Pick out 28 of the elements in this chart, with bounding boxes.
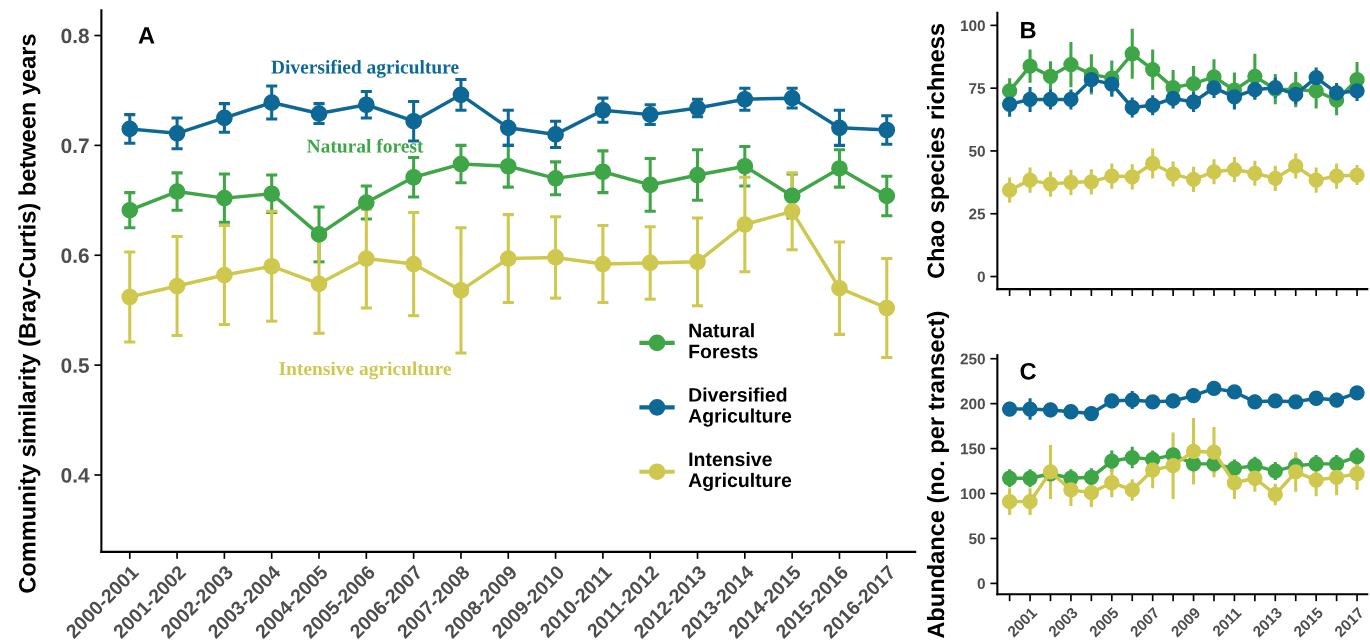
annotation: Intensive agriculture — [279, 361, 452, 380]
annotation: Natural forest — [307, 138, 424, 153]
annotation: Diversified agriculture — [271, 59, 459, 78]
y-tick-label: 25 — [969, 208, 986, 220]
y-tick-label: 200 — [960, 398, 985, 410]
y-tick-label: 0.6 — [61, 248, 89, 264]
y-tick-label: 0 — [977, 578, 985, 590]
y-tick-label: 100 — [961, 488, 985, 500]
y-tick-label: 75 — [969, 83, 986, 94]
y-tick-label: 250 — [960, 353, 985, 365]
y-tick-label: 100 — [961, 20, 985, 32]
y-tick-label: 50 — [969, 145, 985, 157]
y-axis-title: Chao species richness — [926, 23, 949, 278]
legend-label: Intensive Agriculture — [688, 451, 792, 492]
legend-label: Natural Forests — [689, 323, 758, 359]
y-axis-title: Abundance (no. per transect) — [926, 311, 949, 639]
chart-title: B — [1021, 21, 1036, 39]
y-tick-label: 0.4 — [61, 468, 90, 483]
y-tick-label: 0 — [977, 271, 985, 283]
y-axis-title: Community similarity (Bray-Curtis) between years — [18, 34, 41, 593]
y-tick-label: 0.5 — [61, 358, 89, 373]
y-tick-label: 0.7 — [61, 138, 89, 154]
legend-label: Diversified Agriculture — [688, 387, 792, 427]
y-tick-label: 150 — [961, 443, 985, 455]
y-tick-label: 50 — [969, 533, 985, 545]
text: A — [138, 27, 155, 44]
y-tick-label: 0.8 — [61, 28, 89, 44]
chart-title: C — [1020, 362, 1036, 380]
